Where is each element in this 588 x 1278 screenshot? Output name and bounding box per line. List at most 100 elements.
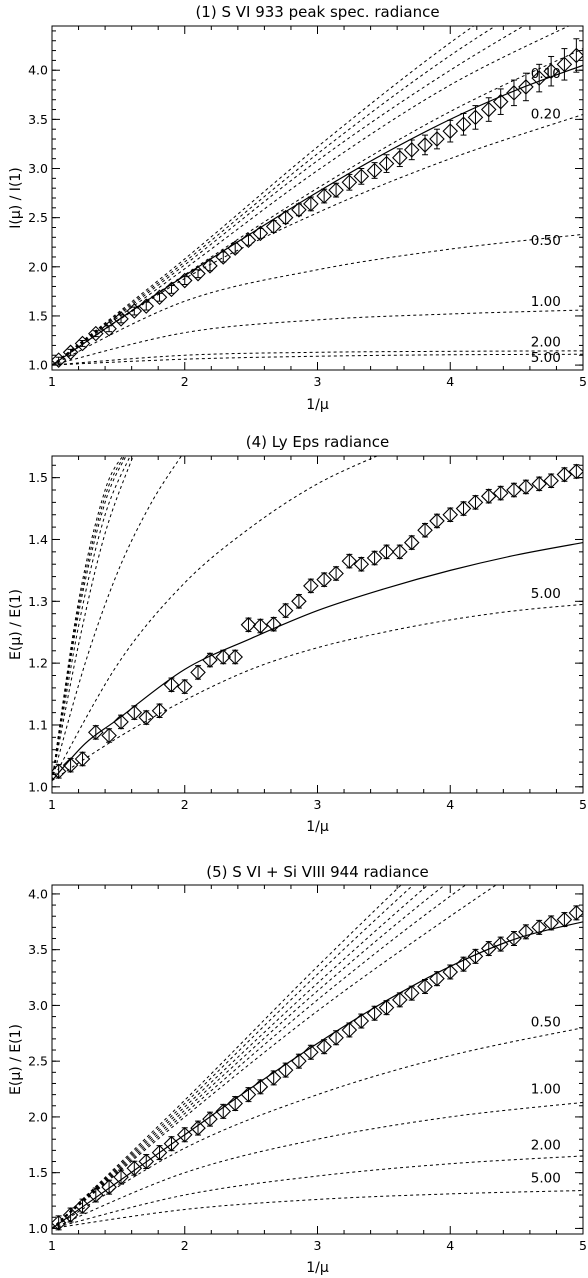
- diamond-marker: [303, 578, 319, 594]
- diamond-marker: [52, 352, 67, 368]
- diamond-marker: [138, 298, 155, 314]
- data-point: [328, 182, 344, 198]
- y-tick-label: 3.0: [28, 998, 48, 1013]
- data-point: [88, 325, 104, 342]
- data-point: [378, 544, 395, 560]
- data-point: [240, 1086, 257, 1103]
- data-point: [265, 616, 282, 632]
- data-point: [316, 1038, 332, 1055]
- data-point: [52, 1215, 67, 1231]
- data-point: [240, 232, 257, 249]
- x-tick-label: 3: [314, 1238, 322, 1253]
- y-axis-label: E(μ) / E(1): [8, 1024, 24, 1095]
- diamond-marker: [265, 616, 282, 632]
- data-point: [543, 472, 559, 489]
- dashed-model-curve: [52, 456, 124, 781]
- diamond-marker: [366, 550, 383, 566]
- diamond-marker: [328, 1029, 344, 1046]
- diamond-marker: [74, 335, 91, 352]
- chart-title: (5) S VI + Si VIII 944 radiance: [206, 863, 428, 881]
- curve-label: 5.00: [531, 586, 561, 602]
- diamond-marker: [492, 936, 509, 952]
- data-point: [62, 1207, 79, 1223]
- diamond-marker: [101, 1179, 117, 1195]
- diamond-marker: [101, 727, 117, 744]
- data-point: [492, 485, 509, 501]
- diamond-marker: [518, 479, 534, 495]
- data-point: [62, 344, 79, 361]
- diamond-marker: [277, 209, 294, 226]
- data-point: [467, 105, 484, 130]
- diamond-marker: [417, 522, 433, 538]
- data-point: [442, 964, 459, 980]
- data-point: [353, 1013, 370, 1029]
- diamond-marker: [568, 47, 583, 64]
- data-point: [190, 1120, 206, 1136]
- diamond-marker: [113, 1169, 129, 1185]
- chart-panels: (1) S VI 933 peak spec. radiance 1 2 3 4 5 1.0…: [8, 3, 587, 1276]
- diamond-marker: [291, 202, 307, 218]
- diamond-marker: [328, 182, 344, 198]
- y-tick-label: 2.0: [28, 1109, 48, 1124]
- diamond-marker: [506, 482, 522, 498]
- data-point: [113, 714, 129, 730]
- diamond-marker: [113, 714, 129, 730]
- data-point: [74, 1198, 91, 1214]
- diamond-marker: [353, 168, 370, 185]
- curve-label: 1.00: [531, 1082, 561, 1098]
- diamond-marker: [316, 188, 332, 204]
- data-point: [277, 209, 294, 226]
- y-tick-label: 1.0: [28, 358, 48, 373]
- data-point: [429, 970, 445, 987]
- data-point: [126, 303, 143, 319]
- diamond-marker: [52, 1215, 67, 1231]
- diamond-marker: [556, 56, 573, 73]
- diamond-marker: [429, 131, 445, 147]
- data-point: [392, 992, 408, 1008]
- diamond-marker: [163, 1135, 180, 1152]
- diamond-marker: [202, 652, 218, 668]
- x-tick-label: 4: [446, 374, 454, 389]
- data-point: [392, 544, 408, 560]
- data-point: [556, 466, 573, 483]
- data-point: [176, 272, 193, 289]
- diamond-marker: [163, 677, 180, 693]
- data-point: [341, 1022, 358, 1038]
- data-point: [506, 482, 522, 498]
- data-point: [291, 1053, 307, 1069]
- data-point: [202, 1111, 218, 1127]
- dashed-model-curve: [52, 350, 583, 366]
- diamond-marker: [442, 123, 459, 139]
- data-point: [518, 924, 534, 940]
- diamond-marker: [138, 1153, 155, 1170]
- data-point: [303, 196, 319, 212]
- data-point: [138, 298, 155, 314]
- y-tick-label: 1.5: [28, 308, 48, 323]
- x-tick-label: 1: [48, 1238, 56, 1253]
- data-point: [202, 652, 218, 668]
- chart-title: (1) S VI 933 peak spec. radiance: [195, 3, 439, 21]
- diamond-marker: [291, 593, 307, 610]
- diamond-marker: [392, 544, 408, 560]
- dashed-model-curve: [52, 26, 570, 366]
- data-point: [378, 999, 395, 1016]
- data-point: [378, 154, 395, 173]
- data-point: [202, 258, 218, 274]
- diamond-marker: [202, 1111, 218, 1127]
- diamond-marker: [467, 494, 484, 511]
- diamond-marker: [138, 709, 155, 726]
- data-point: [492, 88, 509, 115]
- data-point: [543, 915, 559, 931]
- data-point: [403, 139, 420, 161]
- data-point: [126, 704, 143, 721]
- y-tick-label: 3.0: [28, 161, 48, 176]
- diamond-marker: [328, 565, 344, 582]
- data-point: [442, 506, 459, 523]
- diamond-marker: [101, 320, 117, 337]
- diamond-marker: [227, 649, 243, 665]
- data-point: [531, 476, 547, 492]
- curve-label: 2.00: [531, 1137, 561, 1153]
- data-point: [277, 1062, 294, 1078]
- diamond-marker: [518, 924, 534, 940]
